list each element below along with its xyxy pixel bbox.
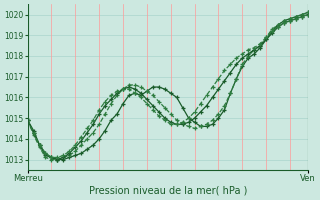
X-axis label: Pression niveau de la mer( hPa ): Pression niveau de la mer( hPa ) [89,186,247,196]
